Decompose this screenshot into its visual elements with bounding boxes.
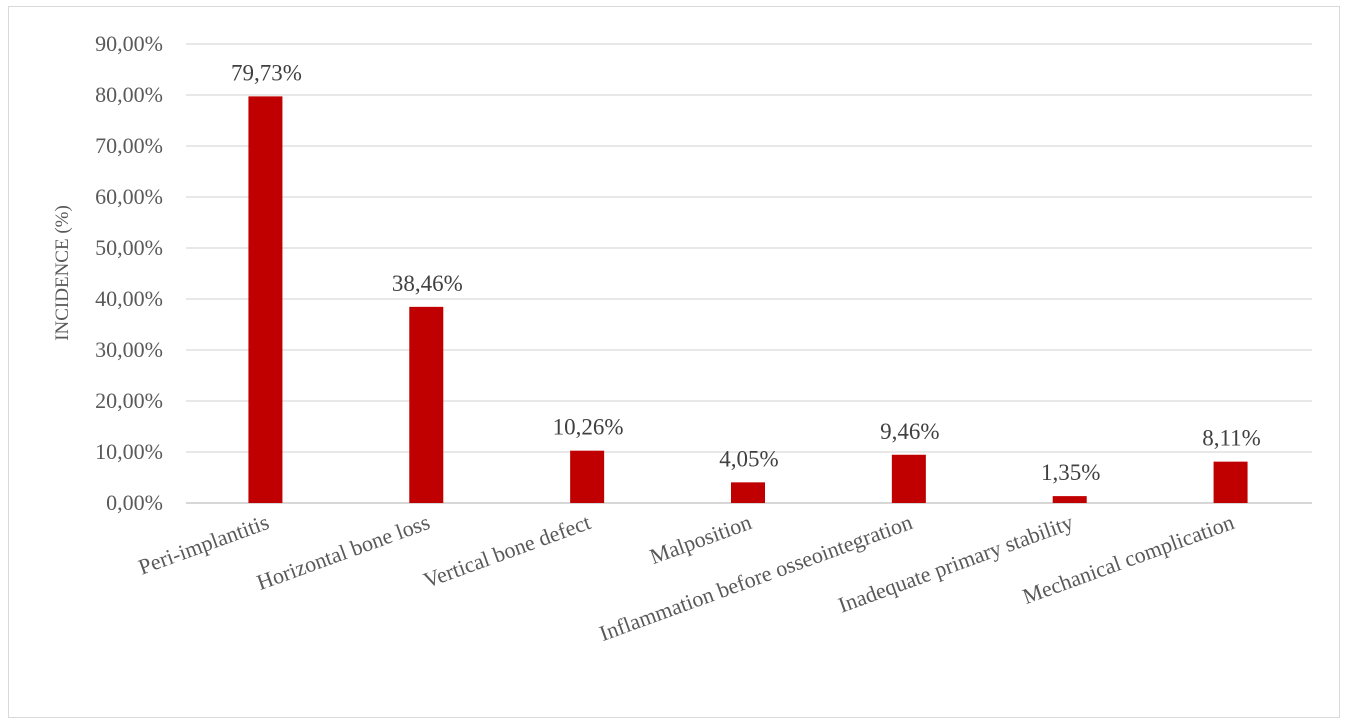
data-label: 4,05% [719, 446, 778, 471]
bar [570, 450, 605, 503]
x-tick-label: Vertical bone defect [420, 509, 594, 593]
y-tick-label: 20,00% [95, 388, 163, 413]
bar [891, 454, 926, 503]
data-label: 10,26% [553, 415, 624, 440]
chart-frame [8, 6, 1340, 718]
data-label: 79,73% [231, 60, 302, 85]
y-tick-label: 30,00% [95, 337, 163, 362]
bars [248, 96, 1248, 503]
data-labels: 79,73% 38,46% 10,26% 4,05% 9,46% 1,35% 8,11% [231, 60, 1261, 485]
data-label: 9,46% [880, 419, 939, 444]
bar [1213, 461, 1248, 503]
data-label: 38,46% [392, 271, 463, 296]
y-tick-label: 90,00% [95, 31, 163, 56]
bar [1052, 496, 1087, 503]
bar [248, 96, 283, 503]
bar [409, 306, 444, 503]
y-tick-label: 60,00% [95, 184, 163, 209]
y-tick-label: 80,00% [95, 82, 163, 107]
y-tick-label: 40,00% [95, 286, 163, 311]
y-tick-label: 10,00% [95, 439, 163, 464]
y-tick-label: 0,00% [106, 490, 163, 515]
gridlines [186, 43, 1312, 504]
y-tick-label: 70,00% [95, 133, 163, 158]
x-tick-label: Horizontal bone loss [253, 509, 433, 595]
y-tick-label: 50,00% [95, 235, 163, 260]
bar [731, 482, 765, 503]
y-axis-label: INCIDENCE (%) [52, 205, 73, 341]
data-label: 1,35% [1041, 460, 1100, 485]
x-tick-label: Peri-implantitis [135, 509, 272, 579]
y-axis-ticks: 0,00% 10,00% 20,00% 30,00% 40,00% 50,00% 60,00… [95, 31, 163, 515]
x-tick-label: Malposition [646, 509, 754, 569]
data-label: 8,11% [1202, 426, 1261, 451]
x-tick-label: Inflammation before osseointegration [596, 509, 916, 646]
